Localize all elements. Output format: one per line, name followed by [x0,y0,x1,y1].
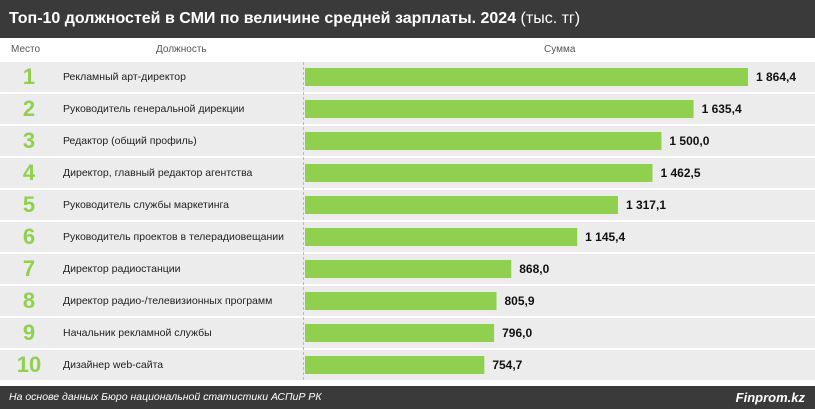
bar-value-label: 1 145,4 [585,230,625,244]
table-row: 6 Руководитель проектов в телерадиовещани… [0,222,815,252]
rank-number: 3 [22,128,36,153]
table-row: 10 Дизайнер web-сайта [0,350,815,380]
table-row: 5 Руководитель службы маркетинга [0,190,815,220]
rank-number: 6 [22,224,36,249]
column-header-amount: Сумма [544,44,576,55]
position-label: Руководитель проектов в телерадиовещании [63,231,284,243]
bar [305,196,618,214]
bar [305,292,497,310]
position-label: Руководитель генеральной дирекции [63,103,245,115]
bar-value-label: 1 462,5 [661,166,701,180]
bar [305,228,578,246]
column-header-position: Должность [156,44,207,55]
chart-unit: (тыс. тг) [520,10,581,27]
bar [305,132,662,150]
bar [305,324,495,342]
bar-value-label: 868,0 [519,262,549,276]
bar-value-label: 754,7 [492,358,522,372]
rank-number: 1 [22,64,36,89]
rank-number: 8 [22,288,36,313]
position-label: Редактор (общий профиль) [63,135,197,147]
rank-number: 5 [22,192,36,217]
table-row: 8 Директор радио-/телевизионных программ [0,286,815,316]
position-label: Директор радиостанции [63,263,181,275]
position-label: Рекламный арт-директор [63,71,186,83]
source-note: На основе данных Бюро национальной стати… [9,391,322,403]
position-label: Начальник рекламной службы [63,327,212,339]
bar [305,68,748,86]
bar-value-label: 805,9 [504,294,534,308]
column-divider [303,62,304,380]
column-header-rank: Место [11,44,41,55]
brand-logo: Finprom.kz [735,390,805,405]
bar-value-label: 1 317,1 [626,198,666,212]
bar-value-label: 796,0 [502,326,532,340]
chart-title-bar: Топ-10 должностей в СМИ по величине сред… [0,0,815,38]
position-label: Руководитель службы маркетинга [63,199,229,211]
rank-number: 10 [16,352,42,377]
rank-number: 7 [22,256,36,281]
position-label: Директор радио-/телевизионных программ [63,295,273,307]
rank-number: 9 [22,320,36,345]
bar [305,356,485,374]
bar [305,164,653,182]
bar-value-label: 1 500,0 [669,134,709,148]
position-label: Дизайнер web-сайта [63,359,164,371]
table-row: 4 Директор, главный редактор агентства [0,158,815,188]
bar [305,260,512,278]
bar-value-label: 1 864,4 [756,70,796,84]
footer-bar: На основе данных Бюро национальной стати… [0,386,815,409]
bar-value-label: 1 635,4 [702,102,742,116]
rank-number: 2 [22,96,36,121]
position-label: Директор, главный редактор агентства [63,167,253,179]
bar [305,100,694,118]
rank-number: 4 [22,160,36,185]
chart-title: Топ-10 должностей в СМИ по величине сред… [9,10,517,27]
